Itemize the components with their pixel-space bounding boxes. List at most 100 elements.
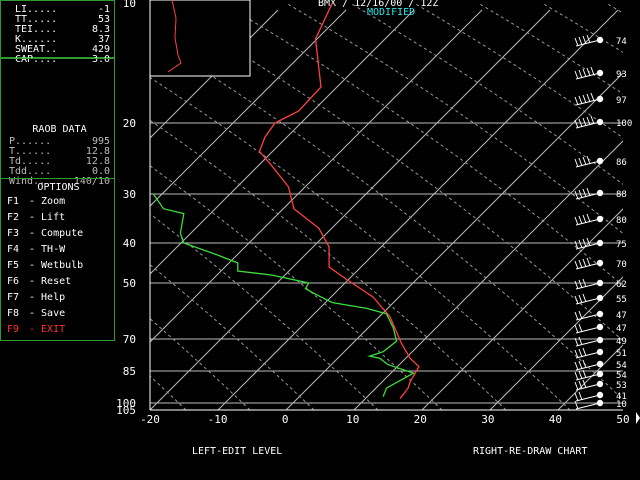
index-value: -1: [97, 4, 110, 15]
pressure-tick-label: 105: [116, 404, 136, 417]
wind-barb-feather: [586, 213, 591, 223]
isotherm-line: [150, 9, 551, 410]
index-row: LI..... -1: [15, 5, 110, 15]
raob-label: T......: [9, 146, 52, 157]
option-f8[interactable]: F8 - Save: [7, 309, 110, 325]
wind-barb-feather: [574, 400, 579, 410]
raob-title: RAOB DATA: [32, 124, 87, 135]
inset-box: [149, 0, 251, 77]
index-row: TEI.... 8.3: [15, 25, 110, 35]
dewpoint-line: [152, 193, 416, 397]
options-panel: OPTIONS F1 - Zoom F2 - Lift F3 - Compute F4 - T…: [0, 178, 115, 341]
option-label: - TH-W: [29, 244, 66, 255]
right-click-text: -RE-DRAW CHART: [503, 446, 588, 457]
raob-value: 12.8: [85, 146, 110, 157]
options-title: OPTIONS: [37, 182, 80, 193]
isotherm-line: [0, 10, 6, 410]
wind-barb: [575, 282, 601, 290]
option-key: F9: [7, 324, 20, 335]
option-f1[interactable]: F1 - Zoom: [7, 197, 110, 213]
wind-barb-feather: [574, 295, 579, 305]
wind-barb: [575, 39, 601, 47]
wind-barb: [575, 339, 601, 347]
wind-barb-feather: [586, 237, 591, 247]
wind-barb: [575, 72, 601, 80]
wind-barb: [575, 297, 601, 305]
wind-barb: [575, 313, 601, 321]
wind-barb-feather: [578, 391, 583, 401]
pressure-tick-label: 40: [123, 237, 136, 250]
adiabat-line: [221, 3, 623, 287]
isotherm-line: [626, 10, 640, 410]
wind-barb-feather: [574, 260, 579, 270]
wind-barb-feather: [574, 216, 579, 226]
option-label: - Help: [29, 292, 66, 303]
wind-barb-feather: [582, 369, 587, 379]
wind-speed-label: 49: [616, 337, 627, 347]
isotherm-line: [150, 9, 415, 275]
isotherm-line: [0, 10, 142, 410]
wind-barb-feather: [574, 240, 579, 250]
wind-barb-feather: [582, 379, 587, 389]
index-value: 53: [97, 14, 110, 25]
wind-barb-feather: [586, 93, 591, 103]
wind-barb-feather: [586, 34, 591, 44]
raob-value: 140/10: [73, 176, 110, 187]
wind-barb-feather: [586, 187, 591, 197]
wind-barb-feather: [578, 336, 583, 346]
plot-area: [0, 3, 640, 410]
wind-barb-feather: [578, 189, 583, 199]
wind-speed-label: 97: [616, 96, 627, 106]
temperature-tick-label: -20: [140, 413, 160, 426]
wind-barb-feather: [574, 381, 579, 391]
wind-barb-feather: [582, 293, 587, 303]
option-key: F6: [7, 276, 20, 287]
wind-barb-feather: [578, 310, 583, 320]
index-label: K......: [15, 34, 58, 45]
wind-barb-feather: [578, 323, 583, 333]
option-f7[interactable]: F7 - Help: [7, 293, 110, 309]
option-f2[interactable]: F2 - Lift: [7, 213, 110, 229]
index-row: CAP.... 3.0: [15, 55, 110, 65]
wind-barb-feather: [582, 278, 587, 288]
wind-barb-feather: [582, 238, 587, 248]
index-label: LI.....: [15, 4, 58, 15]
option-key: F4: [7, 244, 20, 255]
raob-value: 12.8: [85, 156, 110, 167]
option-key: F1: [7, 196, 20, 207]
pressure-tick-label: 85: [123, 365, 136, 378]
wind-speed-label: 10: [616, 400, 627, 410]
wind-barb-feather: [582, 35, 587, 45]
wind-barb-feather: [578, 95, 583, 105]
wind-speed-label: 100: [616, 119, 632, 129]
option-f9[interactable]: F9 - EXIT: [7, 325, 110, 341]
pressure-tick-label: 50: [123, 277, 136, 290]
option-key: F5: [7, 260, 20, 271]
wind-barb: [575, 242, 601, 250]
left-click-key: LEFT: [192, 446, 217, 457]
temperature-tick-label: 20: [414, 413, 427, 426]
isotherm-line: [150, 9, 483, 343]
right-click-hint[interactable]: RIGHT-RE-DRAW CHART: [473, 446, 587, 457]
option-f4[interactable]: F4 - TH-W: [7, 245, 110, 261]
left-click-hint[interactable]: LEFT-EDIT LEVEL: [192, 446, 282, 457]
wind-barb-feather: [578, 69, 583, 79]
wind-speed-label: 41: [616, 392, 627, 402]
index-row: K...... 37: [15, 35, 110, 45]
option-f5[interactable]: F5 - Wetbulb: [7, 261, 110, 277]
pressure-tick-label: 10: [123, 0, 136, 10]
isotherm-line: [0, 10, 74, 410]
wind-barb-feather: [574, 392, 579, 402]
temperature-tick-label: 40: [549, 413, 562, 426]
wind-barb: [575, 326, 601, 334]
wind-speed-label: 55: [616, 295, 627, 305]
right-click-key: RIGHT: [473, 446, 504, 457]
raob-row: Wind.. 140/10: [9, 177, 110, 187]
wind-barb: [575, 373, 601, 381]
wind-speed-label: 80: [616, 216, 627, 226]
option-f3[interactable]: F3 - Compute: [7, 229, 110, 245]
wind-barb-feather: [574, 324, 579, 334]
option-f6[interactable]: F6 - Reset: [7, 277, 110, 293]
index-value: 429: [91, 44, 110, 55]
